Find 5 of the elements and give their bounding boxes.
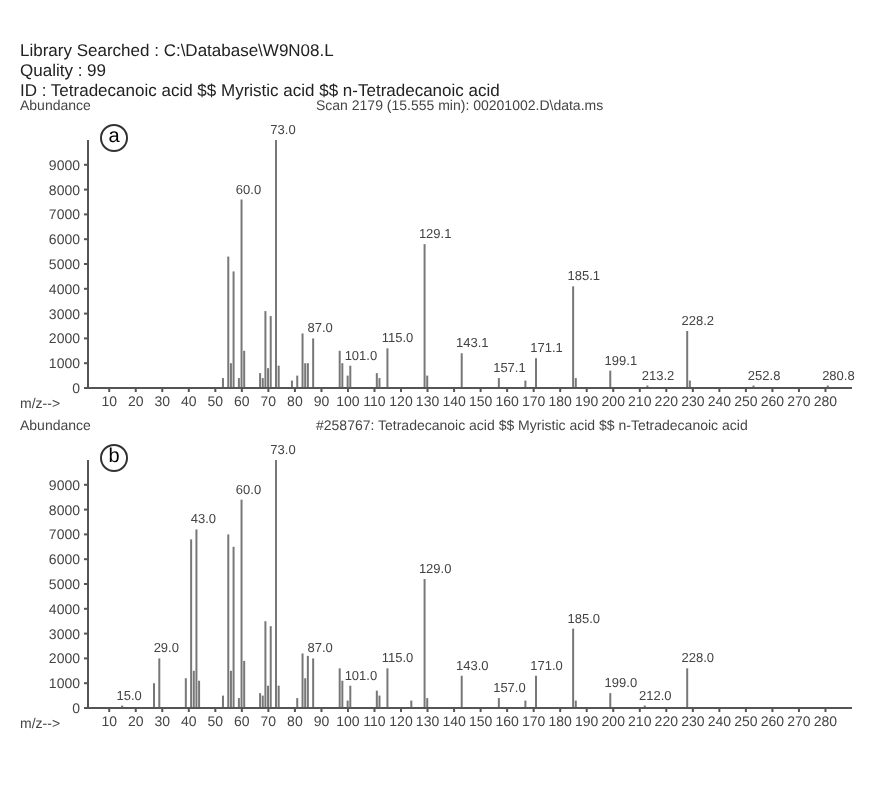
text: Quality : 99 [20,60,108,80]
annotation: a [100,124,128,152]
text: ID : Tetradecanoic acid $$ Myristic acid $$ n-Tetradecanoic acid [20,80,500,100]
annotation: b [100,444,128,472]
chart-title: Library Searched : C:\Database\W9N08.L [20,40,336,60]
